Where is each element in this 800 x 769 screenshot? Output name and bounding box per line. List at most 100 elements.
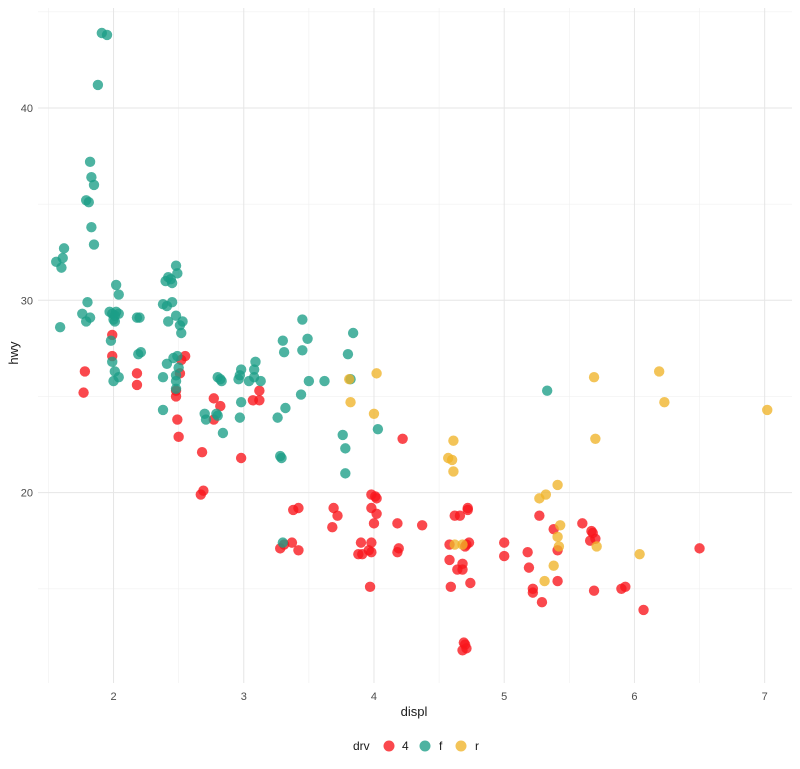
data-point: [212, 410, 223, 421]
y-axis-ticks: 20 30 40: [21, 103, 33, 500]
data-point: [445, 581, 457, 593]
data-point: [57, 252, 68, 264]
x-tick-label: 6: [631, 691, 637, 703]
data-point: [587, 527, 598, 539]
data-point: [173, 431, 184, 443]
data-point: [555, 520, 566, 531]
y-tick-label: 30: [21, 295, 33, 307]
data-point: [523, 562, 535, 573]
data-point: [135, 347, 147, 358]
x-axis-ticks: 2 3 4 5 6 7: [110, 691, 767, 703]
y-tick-label: 20: [21, 488, 33, 500]
data-point: [235, 397, 247, 408]
data-point: [84, 156, 96, 168]
data-point: [462, 502, 473, 514]
data-point: [177, 316, 188, 327]
data-point: [272, 412, 283, 423]
data-point: [86, 222, 97, 233]
data-point: [166, 277, 178, 289]
data-point: [552, 531, 563, 543]
data-point: [327, 522, 338, 533]
data-point: [539, 575, 550, 587]
data-point: [131, 368, 143, 379]
legend-swatch-f: [419, 740, 431, 752]
data-point: [109, 310, 121, 321]
data-point: [297, 345, 308, 356]
data-point: [448, 466, 459, 477]
x-tick-label: 4: [371, 691, 377, 703]
data-point: [215, 400, 226, 412]
legend-swatch-4: [383, 740, 395, 752]
data-point: [344, 373, 355, 385]
data-point: [340, 443, 351, 454]
data-point: [337, 429, 348, 441]
y-tick-label: 40: [21, 103, 33, 115]
data-point: [254, 395, 265, 406]
x-tick-label: 2: [110, 691, 116, 703]
data-point: [82, 297, 93, 308]
y-axis-title: hwy: [6, 341, 21, 365]
data-point: [457, 564, 468, 575]
data-point: [297, 314, 308, 325]
data-point: [552, 575, 563, 587]
data-point: [446, 454, 458, 466]
data-point: [634, 548, 645, 560]
data-point: [345, 397, 356, 408]
data-point: [105, 335, 117, 346]
data-point: [588, 585, 600, 596]
data-point: [172, 414, 183, 425]
data-point: [277, 335, 289, 346]
data-point: [235, 452, 247, 464]
data-point: [355, 537, 367, 548]
data-point: [80, 195, 92, 206]
data-point: [157, 404, 169, 416]
data-point: [166, 297, 178, 308]
data-point: [372, 423, 384, 435]
data-point: [449, 539, 460, 550]
data-point: [347, 327, 359, 339]
data-point: [397, 433, 408, 444]
data-point: [110, 279, 122, 291]
data-point: [371, 508, 382, 519]
legend-title: drv: [353, 739, 370, 753]
data-point: [416, 520, 428, 531]
data-point: [659, 397, 670, 408]
data-point: [541, 385, 553, 396]
data-point: [179, 350, 191, 362]
legend-label-4: 4: [402, 739, 409, 753]
data-point: [534, 510, 545, 521]
data-point: [368, 408, 380, 419]
data-point: [113, 289, 124, 300]
legend-item-r: r: [455, 739, 479, 753]
data-point: [553, 541, 565, 552]
legend-item-f: f: [419, 739, 443, 753]
data-point: [163, 316, 174, 327]
data-point: [454, 510, 466, 521]
data-point: [366, 547, 377, 558]
data-point: [172, 268, 183, 279]
data-point: [234, 370, 246, 381]
data-point: [590, 433, 601, 444]
data-point: [77, 308, 88, 319]
data-point: [371, 368, 382, 379]
series-f: [51, 27, 553, 548]
data-point: [170, 370, 182, 381]
data-point: [276, 452, 287, 464]
data-point: [548, 560, 559, 571]
data-point: [92, 79, 104, 91]
data-point: [368, 518, 380, 529]
data-point: [248, 364, 260, 375]
data-point: [134, 312, 145, 323]
data-point: [255, 375, 266, 387]
data-point: [364, 581, 376, 593]
data-point: [280, 402, 291, 414]
data-point: [342, 348, 354, 360]
data-point: [101, 29, 113, 41]
legend: drv 4 f r: [353, 739, 479, 753]
data-point: [131, 379, 143, 391]
data-point: [392, 547, 403, 558]
data-point: [58, 243, 70, 254]
data-point: [196, 447, 208, 458]
data-point: [84, 312, 96, 323]
legend-label-f: f: [439, 739, 443, 753]
